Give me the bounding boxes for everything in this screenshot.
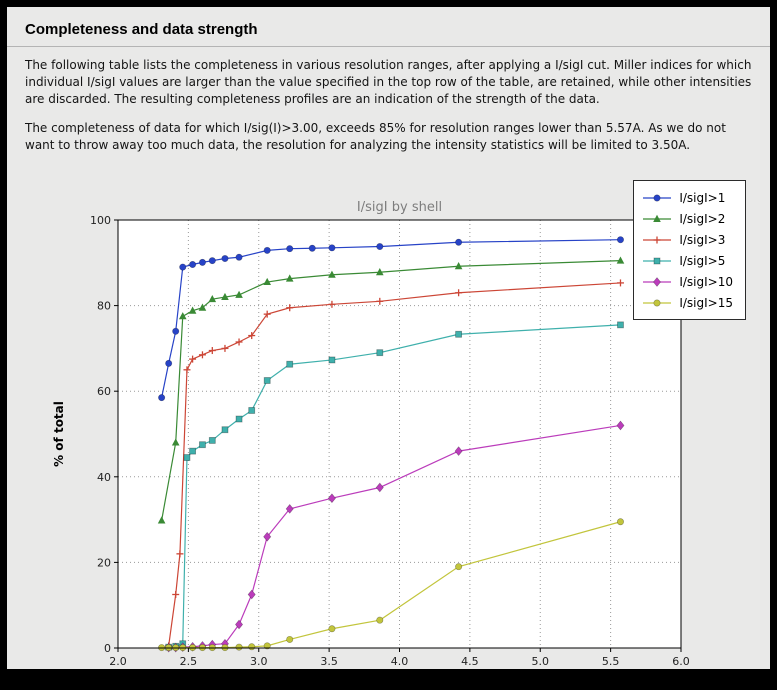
legend-label: I/sigI>2 — [679, 211, 726, 226]
y-axis-label: % of total — [52, 401, 66, 467]
summary-paragraph: The completeness of data for which I/sig… — [25, 121, 726, 153]
legend-label: I/sigI>10 — [679, 274, 733, 289]
legend-item: I/sigI>1 — [642, 187, 733, 208]
y-tick-label: 20 — [97, 557, 111, 570]
legend-label: I/sigI>1 — [679, 190, 726, 205]
x-tick-label: 3.5 — [320, 655, 338, 668]
legend-marker-icon — [643, 194, 672, 202]
legend-item: I/sigI>10 — [642, 271, 733, 292]
x-tick-label: 5.0 — [532, 655, 550, 668]
legend-marker-icon — [643, 276, 672, 287]
legend-marker-icon — [643, 299, 672, 307]
legend-marker-icon — [643, 214, 672, 222]
legend-item: I/sigI>2 — [642, 208, 733, 229]
x-tick-label: 3.0 — [250, 655, 268, 668]
x-tick-label: 6.0 — [672, 655, 690, 668]
x-tick-label: 5.5 — [602, 655, 620, 668]
legend-marker-icon — [643, 257, 672, 265]
page-title: Completeness and data strength — [25, 21, 258, 38]
series-i-sigi-1 — [158, 236, 624, 402]
y-tick-label: 60 — [97, 385, 111, 398]
x-tick-label: 4.5 — [461, 655, 479, 668]
y-tick-label: 100 — [90, 214, 111, 227]
y-tick-label: 0 — [104, 642, 111, 655]
chart-area: I/sigI by shell 2.0 2.5 3.0 3.5 4.0 4.5 5.0 5.5… — [49, 166, 754, 684]
series-i-sigi-2 — [157, 256, 625, 524]
x-tick-label: 2.5 — [180, 655, 198, 668]
legend-label: I/sigI>3 — [679, 232, 726, 247]
report-window: Completeness and data strength The follo… — [7, 7, 770, 684]
intro-paragraph: The following table lists the completene… — [25, 58, 752, 107]
legend-item: I/sigI>3 — [642, 229, 733, 250]
title-separator — [7, 46, 770, 47]
completeness-chart: 2.0 2.5 3.0 3.5 4.0 4.5 5.0 5.5 6.0 0 20 40 60 80 100 H… — [52, 214, 690, 684]
x-tick-label: 4.0 — [391, 655, 409, 668]
y-tick-label: 80 — [97, 300, 111, 313]
x-axis-label: High resolution of shell — [320, 670, 478, 684]
x-tick-label: 2.0 — [109, 655, 127, 668]
y-axis: 0 20 40 60 80 100 — [90, 214, 118, 655]
chart-legend: I/sigI>1 I/sigI>2 I/sigI>3 I/sigI>5 I/sigI>1… — [633, 180, 746, 321]
chart-title: I/sigI by shell — [356, 200, 443, 216]
legend-label: I/sigI>5 — [679, 253, 726, 268]
legend-marker-icon — [643, 236, 672, 244]
legend-label: I/sigI>15 — [679, 295, 733, 310]
y-tick-label: 40 — [97, 471, 111, 484]
legend-item: I/sigI>15 — [642, 292, 733, 313]
x-axis: 2.0 2.5 3.0 3.5 4.0 4.5 5.0 5.5 6.0 — [109, 648, 690, 668]
legend-item: I/sigI>5 — [642, 250, 733, 271]
series-i-sigi-5 — [165, 321, 624, 651]
